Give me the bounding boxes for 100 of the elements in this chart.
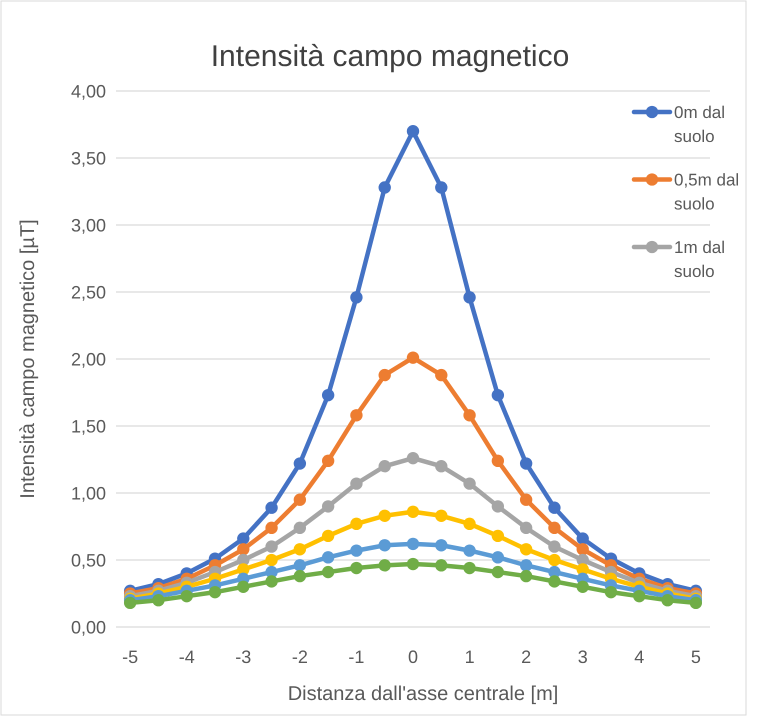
y-tick-label: 0,50 xyxy=(70,550,106,570)
point xyxy=(406,506,420,518)
y-tick-label: 4,00 xyxy=(70,81,106,102)
chart-title: Intensità campo magnetico xyxy=(210,40,570,73)
x-tick-label: 5 xyxy=(690,647,701,667)
point xyxy=(322,551,334,564)
point xyxy=(463,291,476,304)
point xyxy=(350,291,363,304)
point xyxy=(406,125,420,138)
x-tick-label: 4 xyxy=(634,647,644,667)
point xyxy=(520,543,532,556)
point xyxy=(265,575,278,588)
point xyxy=(492,389,504,402)
point xyxy=(180,590,193,602)
point xyxy=(294,543,306,556)
point xyxy=(350,518,363,530)
point xyxy=(576,580,589,593)
point xyxy=(548,540,561,553)
legend-label: 1m dal suolo xyxy=(674,238,726,281)
point xyxy=(378,181,391,194)
point xyxy=(463,518,476,530)
point xyxy=(492,500,504,513)
point xyxy=(378,460,391,472)
legend-label: 0m dal suolo xyxy=(674,102,726,146)
point xyxy=(435,181,448,194)
point xyxy=(406,452,420,464)
point xyxy=(435,539,448,552)
point xyxy=(576,532,589,545)
point xyxy=(294,570,306,582)
point xyxy=(520,457,532,470)
point xyxy=(463,544,476,557)
point xyxy=(265,522,278,534)
point xyxy=(265,502,278,514)
y-tick-label: 2,50 xyxy=(70,282,106,302)
point xyxy=(435,368,448,382)
point xyxy=(548,575,561,588)
point xyxy=(463,409,476,422)
point xyxy=(492,530,504,542)
point xyxy=(492,551,504,564)
point xyxy=(322,500,334,513)
x-tick-label: -4 xyxy=(178,647,195,667)
point xyxy=(350,409,363,422)
y-axis-title: Intensità campo magnetico [µT] xyxy=(17,219,39,499)
point xyxy=(378,368,391,382)
point xyxy=(520,522,532,534)
point xyxy=(690,596,702,610)
point xyxy=(576,543,589,556)
point xyxy=(322,389,334,402)
x-tick-label: -5 xyxy=(122,647,138,667)
point xyxy=(378,559,391,572)
point xyxy=(548,522,561,534)
point xyxy=(406,351,420,364)
point xyxy=(237,532,250,545)
point xyxy=(294,559,306,572)
point xyxy=(152,594,165,606)
point xyxy=(661,594,674,606)
y-tick-label: 1,50 xyxy=(70,416,106,436)
point xyxy=(492,454,504,468)
point xyxy=(378,510,391,522)
point xyxy=(237,580,250,593)
x-tick-label: -2 xyxy=(292,647,308,667)
legend-label: 0,5m dal suolo xyxy=(674,170,740,214)
y-tick-label: 3,50 xyxy=(70,148,106,168)
point xyxy=(294,494,306,506)
x-tick-label: 2 xyxy=(521,647,532,667)
y-tick-label: 2,00 xyxy=(70,349,106,370)
point xyxy=(435,460,448,472)
point xyxy=(350,544,363,557)
x-tick-label: -1 xyxy=(348,647,364,667)
y-tick-label: 0,00 xyxy=(70,617,106,638)
point xyxy=(520,559,532,572)
x-tick-label: 1 xyxy=(464,647,475,667)
x-tick-label: 3 xyxy=(578,647,588,667)
point xyxy=(463,477,476,490)
point xyxy=(265,540,278,553)
y-tick-label: 3,00 xyxy=(70,215,106,236)
point xyxy=(124,596,136,610)
point xyxy=(322,566,334,578)
point xyxy=(463,562,476,574)
x-tick-label: -3 xyxy=(235,647,252,667)
point xyxy=(548,554,561,566)
x-tick-label: 0 xyxy=(408,647,418,667)
x-axis-title: Distanza dall'asse centrale [m] xyxy=(288,683,558,705)
point xyxy=(548,502,561,514)
point xyxy=(492,566,504,578)
point xyxy=(378,539,391,552)
y-tick-label: 1,00 xyxy=(70,483,106,504)
point xyxy=(322,454,334,468)
point xyxy=(406,538,420,550)
point xyxy=(294,522,306,534)
point xyxy=(604,586,618,598)
point xyxy=(322,530,334,542)
point xyxy=(435,559,448,572)
point xyxy=(406,558,420,570)
point xyxy=(350,477,363,490)
point xyxy=(633,590,646,602)
point xyxy=(435,510,448,522)
point xyxy=(294,457,306,470)
point xyxy=(265,554,278,566)
point xyxy=(520,494,532,506)
